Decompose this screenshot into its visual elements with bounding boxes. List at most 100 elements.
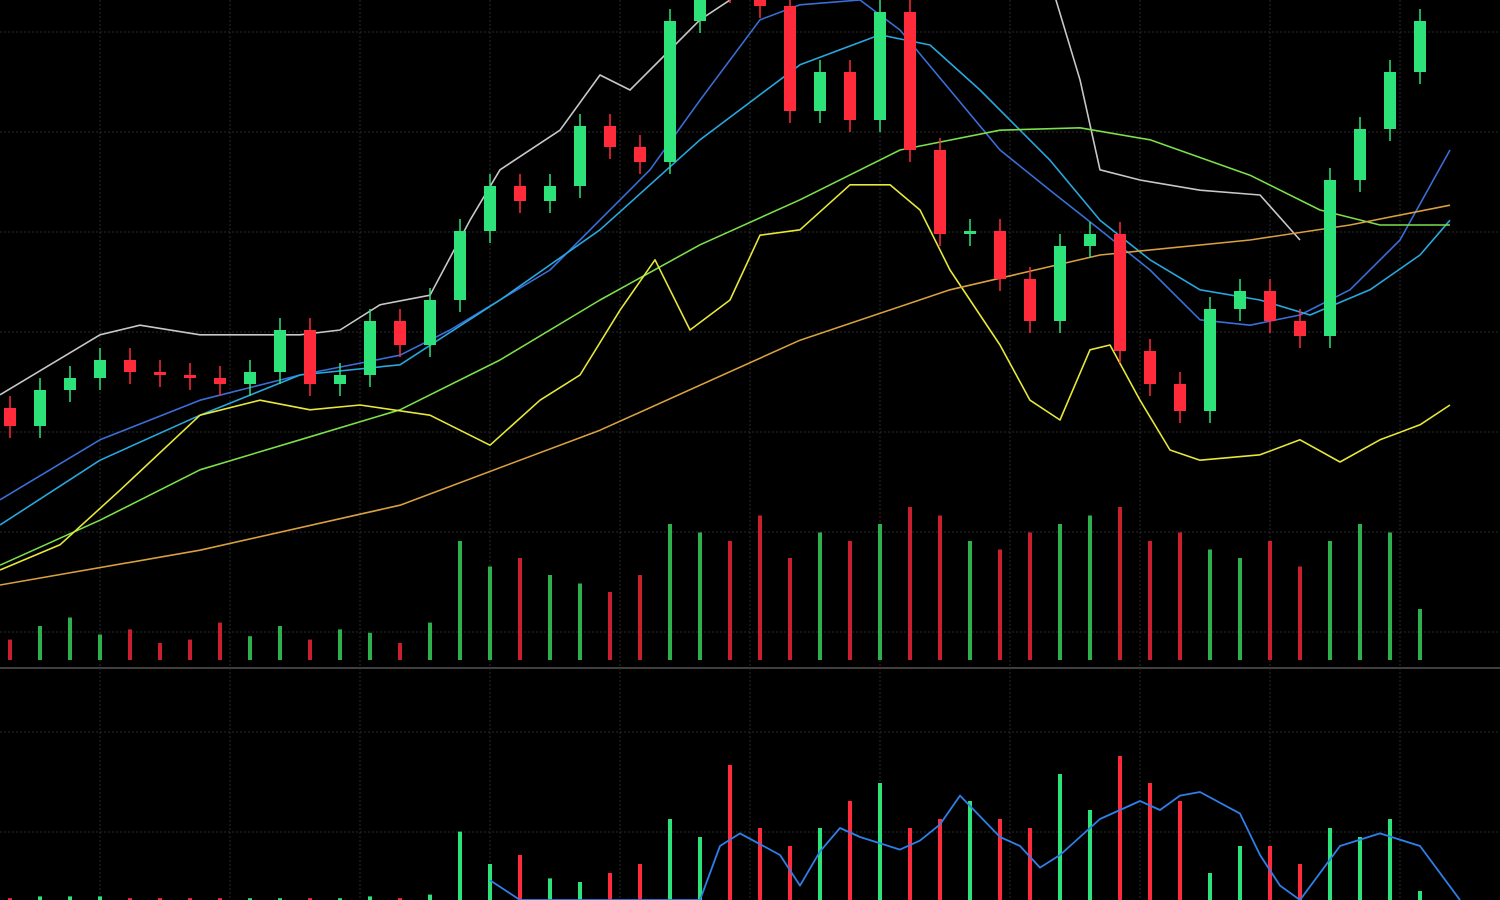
bar bbox=[1388, 532, 1392, 660]
bar bbox=[638, 575, 642, 660]
candle-body bbox=[514, 186, 526, 201]
candle-body bbox=[154, 372, 166, 375]
bar bbox=[188, 898, 192, 900]
candle-body bbox=[64, 378, 76, 390]
candle-body bbox=[454, 231, 466, 300]
bar bbox=[728, 541, 732, 660]
bar bbox=[668, 819, 672, 900]
line bbox=[0, 204, 1451, 586]
bar bbox=[38, 896, 42, 900]
candle-body bbox=[364, 321, 376, 375]
candle-body bbox=[1174, 384, 1186, 411]
bar bbox=[998, 549, 1002, 660]
bar bbox=[1088, 810, 1092, 900]
bar bbox=[8, 639, 12, 660]
bar bbox=[398, 643, 402, 660]
bar bbox=[98, 896, 102, 900]
bar bbox=[608, 592, 612, 660]
line bbox=[489, 791, 1461, 900]
bar bbox=[218, 622, 222, 660]
bar bbox=[968, 801, 972, 900]
bar bbox=[1298, 864, 1302, 900]
bar bbox=[1238, 846, 1242, 900]
candle-body bbox=[214, 378, 226, 384]
bar bbox=[458, 541, 462, 660]
bar bbox=[638, 864, 642, 900]
bar bbox=[1208, 873, 1212, 900]
bar bbox=[788, 846, 792, 900]
bar bbox=[368, 896, 372, 900]
bar bbox=[38, 626, 42, 660]
bar bbox=[1328, 541, 1332, 660]
candle-body bbox=[694, 0, 706, 21]
candle-body bbox=[904, 12, 916, 150]
candle-body bbox=[1294, 321, 1306, 336]
bar bbox=[728, 765, 732, 900]
bar bbox=[278, 898, 282, 900]
candle-body bbox=[394, 321, 406, 345]
candle-body bbox=[94, 360, 106, 378]
bar bbox=[158, 898, 162, 900]
bar bbox=[1208, 549, 1212, 660]
bar bbox=[938, 819, 942, 900]
bar bbox=[1028, 828, 1032, 900]
candle-body bbox=[124, 360, 136, 372]
bar bbox=[848, 801, 852, 900]
bar bbox=[758, 515, 762, 660]
bar bbox=[968, 541, 972, 660]
bar bbox=[1028, 532, 1032, 660]
bar bbox=[698, 532, 702, 660]
bar bbox=[848, 541, 852, 660]
bar bbox=[878, 783, 882, 900]
candle-body bbox=[1324, 180, 1336, 336]
bar bbox=[1058, 774, 1062, 900]
bar bbox=[518, 855, 522, 900]
bar bbox=[1178, 532, 1182, 660]
bar bbox=[488, 864, 492, 900]
candle-body bbox=[544, 186, 556, 201]
candle-body bbox=[1414, 21, 1426, 72]
bar bbox=[128, 898, 132, 900]
bar bbox=[608, 873, 612, 900]
candle-body bbox=[634, 147, 646, 162]
candle-body bbox=[814, 72, 826, 111]
bar bbox=[308, 898, 312, 900]
candle-body bbox=[184, 375, 196, 378]
bar bbox=[578, 882, 582, 900]
bar bbox=[548, 878, 552, 900]
candle-body bbox=[574, 126, 586, 186]
candle-body bbox=[1054, 246, 1066, 321]
candle-body bbox=[1144, 351, 1156, 384]
line bbox=[0, 184, 1451, 571]
bar bbox=[998, 819, 1002, 900]
bar bbox=[98, 634, 102, 660]
candle-body bbox=[1114, 234, 1126, 351]
candle-body bbox=[34, 390, 46, 426]
candle-body bbox=[664, 21, 676, 162]
bar bbox=[818, 828, 822, 900]
candle-body bbox=[304, 330, 316, 384]
bar bbox=[1268, 846, 1272, 900]
bar bbox=[668, 524, 672, 660]
candle-body bbox=[1024, 279, 1036, 321]
bar bbox=[1358, 837, 1362, 900]
bar bbox=[908, 507, 912, 660]
candle-body bbox=[1354, 129, 1366, 180]
candle-body bbox=[484, 186, 496, 231]
candle-body bbox=[1234, 291, 1246, 309]
bar bbox=[278, 626, 282, 660]
candle-body bbox=[334, 375, 346, 384]
candle-body bbox=[934, 150, 946, 234]
bar bbox=[248, 636, 252, 660]
bar bbox=[1358, 524, 1362, 660]
bar bbox=[8, 898, 12, 900]
bar bbox=[338, 898, 342, 900]
bar bbox=[1148, 541, 1152, 660]
bar bbox=[488, 566, 492, 660]
bar bbox=[68, 617, 72, 660]
bar bbox=[1328, 828, 1332, 900]
candle-body bbox=[1384, 72, 1396, 129]
bar bbox=[188, 639, 192, 660]
bar bbox=[908, 828, 912, 900]
bar bbox=[578, 583, 582, 660]
